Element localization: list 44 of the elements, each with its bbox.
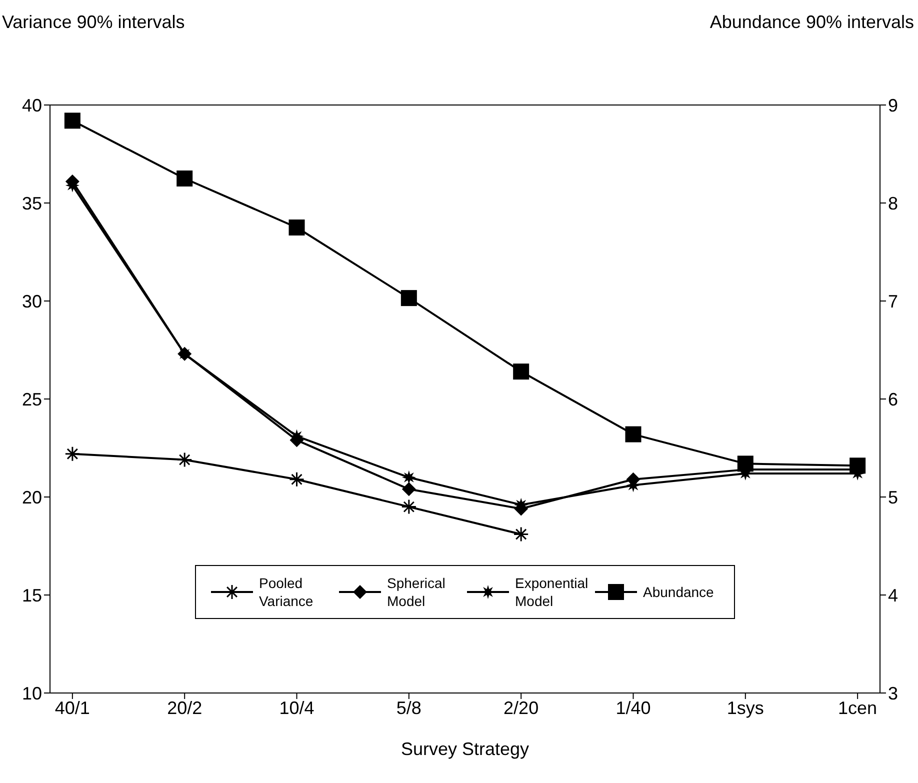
point — [289, 472, 305, 488]
x-tick-label: 10/4 — [279, 698, 314, 718]
x-tick-label: 1/40 — [616, 698, 651, 718]
point — [400, 290, 417, 306]
x-tick-label: 20/2 — [167, 698, 202, 718]
y2-tick-label: 6 — [888, 389, 898, 410]
y2-tick-label: 7 — [888, 291, 898, 312]
point — [401, 499, 417, 515]
y-tick-label: 10 — [22, 683, 42, 704]
y-tick-label: 15 — [22, 585, 42, 606]
point — [176, 170, 193, 186]
legend-label: Pooled Variance — [259, 574, 314, 610]
y-tick-label: 25 — [22, 389, 42, 410]
x-axis-title: Survey Strategy — [400, 739, 530, 759]
y-tick-label: 35 — [22, 193, 42, 214]
y2-tick-label: 9 — [888, 95, 898, 116]
point — [737, 456, 754, 472]
x-tick-label: 1cen — [838, 698, 878, 718]
y2-tick-label: 8 — [888, 193, 898, 214]
y-tick-label: 40 — [22, 95, 42, 116]
y2-tick-label: 5 — [888, 487, 898, 508]
point — [850, 458, 866, 474]
point — [402, 470, 416, 484]
point — [625, 426, 642, 442]
point — [288, 220, 305, 236]
y-axis-title: Variance 90% intervals — [2, 12, 185, 33]
y2-tick-label: 3 — [888, 683, 898, 704]
point — [64, 112, 80, 129]
y2-axis-title: Abundance 90% intervals — [710, 12, 914, 33]
x-tick-label: 5/8 — [396, 698, 422, 718]
legend-label: Spherical Model — [387, 574, 446, 610]
x-tick-label: 2/20 — [504, 698, 539, 718]
x-tick-label: 40/1 — [54, 698, 90, 718]
point — [513, 364, 530, 380]
legend-label: Exponential Model — [515, 574, 589, 610]
point — [176, 452, 192, 468]
point — [402, 482, 416, 496]
y-tick-label: 30 — [22, 291, 42, 312]
x-tick-label: 1sys — [726, 698, 764, 718]
point — [64, 446, 80, 462]
legend-label: Abundance — [643, 583, 715, 601]
y-tick-label: 20 — [22, 487, 42, 508]
y2-tick-label: 4 — [888, 585, 898, 606]
point — [513, 526, 529, 542]
